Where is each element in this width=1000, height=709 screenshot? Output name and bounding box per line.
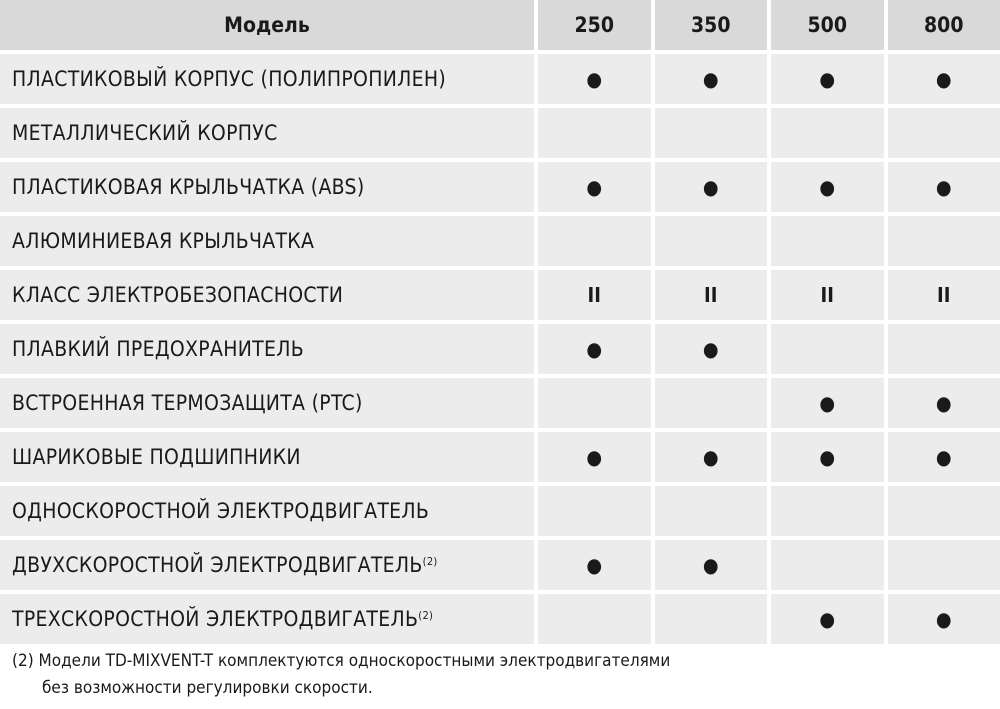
feature-label: ПЛАСТИКОВАЯ КРЫЛЬЧАТКА (ABS) [12, 175, 365, 199]
value-cell: ● [887, 378, 1000, 428]
feature-label: МЕТАЛЛИЧЕСКИЙ КОРПУС [12, 121, 278, 145]
table-row: ШАРИКОВЫЕ ПОДШИПНИКИ ● ● ● ● [0, 432, 1000, 482]
header-row: Модель 250 350 500 800 [0, 0, 1000, 50]
value-cell: ● [887, 54, 1000, 104]
value-cell: ● [654, 54, 767, 104]
value-cell: ● [654, 162, 767, 212]
table-row: ПЛАСТИКОВЫЙ КОРПУС (ПОЛИПРОПИЛЕН) ● ● ● ● [0, 54, 1000, 104]
footnote-ref: (2) [418, 609, 434, 622]
value-cell [887, 324, 1000, 374]
value-cell [887, 540, 1000, 590]
table-row: ОДНОСКОРОСТНОЙ ЭЛЕКТРОДВИГАТЕЛЬ [0, 486, 1000, 536]
feature-label: ПЛАСТИКОВЫЙ КОРПУС (ПОЛИПРОПИЛЕН) [12, 67, 447, 91]
feature-label: ДВУХСКОРОСТНОЙ ЭЛЕКТРОДВИГАТЕЛЬ [12, 553, 423, 577]
value-cell [771, 108, 884, 158]
header-800: 800 [887, 0, 1000, 50]
feature-name: АЛЮМИНИЕВАЯ КРЫЛЬЧАТКА [0, 216, 534, 266]
value-cell: ● [538, 54, 651, 104]
feature-name: ДВУХСКОРОСТНОЙ ЭЛЕКТРОДВИГАТЕЛЬ(2) [0, 540, 534, 590]
value-cell: ● [538, 324, 651, 374]
feature-label: ПЛАВКИЙ ПРЕДОХРАНИТЕЛЬ [12, 337, 304, 361]
spec-table: Модель 250 350 500 800 ПЛАСТИКОВЫЙ КОРПУ… [0, 0, 1000, 644]
value-cell: ● [538, 540, 651, 590]
table-row: ПЛАСТИКОВАЯ КРЫЛЬЧАТКА (ABS) ● ● ● ● [0, 162, 1000, 212]
header-250: 250 [538, 0, 651, 50]
value-cell: ● [771, 54, 884, 104]
value-cell [538, 486, 651, 536]
feature-name: ПЛАСТИКОВАЯ КРЫЛЬЧАТКА (ABS) [0, 162, 534, 212]
value-cell [654, 108, 767, 158]
value-cell: ● [887, 162, 1000, 212]
feature-name: ОДНОСКОРОСТНОЙ ЭЛЕКТРОДВИГАТЕЛЬ [0, 486, 534, 536]
feature-label: ШАРИКОВЫЕ ПОДШИПНИКИ [12, 445, 301, 469]
value-cell: II [771, 270, 884, 320]
header-model: Модель [0, 0, 534, 50]
feature-name: ПЛАСТИКОВЫЙ КОРПУС (ПОЛИПРОПИЛЕН) [0, 54, 534, 104]
footnote-line-1: (2) Модели TD-MIXVENT-T комплектуются од… [12, 651, 671, 671]
value-cell: II [654, 270, 767, 320]
value-cell [887, 216, 1000, 266]
value-cell [538, 378, 651, 428]
value-cell: ● [771, 378, 884, 428]
value-cell: ● [538, 432, 651, 482]
value-cell [538, 594, 651, 644]
feature-label: ВСТРОЕННАЯ ТЕРМОЗАЩИТА (PTC) [12, 391, 363, 415]
footnote: (2) Модели TD-MIXVENT-T комплектуются од… [0, 648, 1000, 702]
value-cell [771, 216, 884, 266]
value-cell [887, 108, 1000, 158]
table-row: ПЛАВКИЙ ПРЕДОХРАНИТЕЛЬ ● ● [0, 324, 1000, 374]
table-row: ДВУХСКОРОСТНОЙ ЭЛЕКТРОДВИГАТЕЛЬ(2) ● ● [0, 540, 1000, 590]
value-cell: II [538, 270, 651, 320]
value-cell: ● [654, 432, 767, 482]
value-cell: II [887, 270, 1000, 320]
feature-name: ВСТРОЕННАЯ ТЕРМОЗАЩИТА (PTC) [0, 378, 534, 428]
feature-name: ПЛАВКИЙ ПРЕДОХРАНИТЕЛЬ [0, 324, 534, 374]
footnote-ref: (2) [422, 555, 438, 568]
table-row: ТРЕХСКОРОСТНОЙ ЭЛЕКТРОДВИГАТЕЛЬ(2) ● ● [0, 594, 1000, 644]
table-row: МЕТАЛЛИЧЕСКИЙ КОРПУС [0, 108, 1000, 158]
feature-label: АЛЮМИНИЕВАЯ КРЫЛЬЧАТКА [12, 229, 315, 253]
value-cell: ● [887, 432, 1000, 482]
header-350: 350 [654, 0, 767, 50]
table-row: АЛЮМИНИЕВАЯ КРЫЛЬЧАТКА [0, 216, 1000, 266]
header-500: 500 [771, 0, 884, 50]
value-cell [654, 378, 767, 428]
value-cell [538, 216, 651, 266]
feature-name: КЛАСС ЭЛЕКТРОБЕЗОПАСНОСТИ [0, 270, 534, 320]
footnote-line-2: без возможности регулировки скорости. [42, 678, 373, 698]
value-cell [654, 594, 767, 644]
value-cell: ● [771, 594, 884, 644]
table-row: ВСТРОЕННАЯ ТЕРМОЗАЩИТА (PTC) ● ● [0, 378, 1000, 428]
feature-name: ШАРИКОВЫЕ ПОДШИПНИКИ [0, 432, 534, 482]
value-cell: ● [771, 432, 884, 482]
feature-name: ТРЕХСКОРОСТНОЙ ЭЛЕКТРОДВИГАТЕЛЬ(2) [0, 594, 534, 644]
value-cell [771, 486, 884, 536]
feature-name: МЕТАЛЛИЧЕСКИЙ КОРПУС [0, 108, 534, 158]
value-cell [887, 486, 1000, 536]
value-cell: ● [538, 162, 651, 212]
value-cell: ● [771, 162, 884, 212]
value-cell: ● [654, 540, 767, 590]
value-cell: ● [654, 324, 767, 374]
feature-label: КЛАСС ЭЛЕКТРОБЕЗОПАСНОСТИ [12, 283, 344, 307]
feature-label: ОДНОСКОРОСТНОЙ ЭЛЕКТРОДВИГАТЕЛЬ [12, 499, 430, 523]
value-cell [771, 540, 884, 590]
value-cell: ● [887, 594, 1000, 644]
value-cell [654, 216, 767, 266]
table-row: КЛАСС ЭЛЕКТРОБЕЗОПАСНОСТИ II II II II [0, 270, 1000, 320]
feature-label: ТРЕХСКОРОСТНОЙ ЭЛЕКТРОДВИГАТЕЛЬ [12, 607, 419, 631]
value-cell [771, 324, 884, 374]
value-cell [538, 108, 651, 158]
value-cell [654, 486, 767, 536]
